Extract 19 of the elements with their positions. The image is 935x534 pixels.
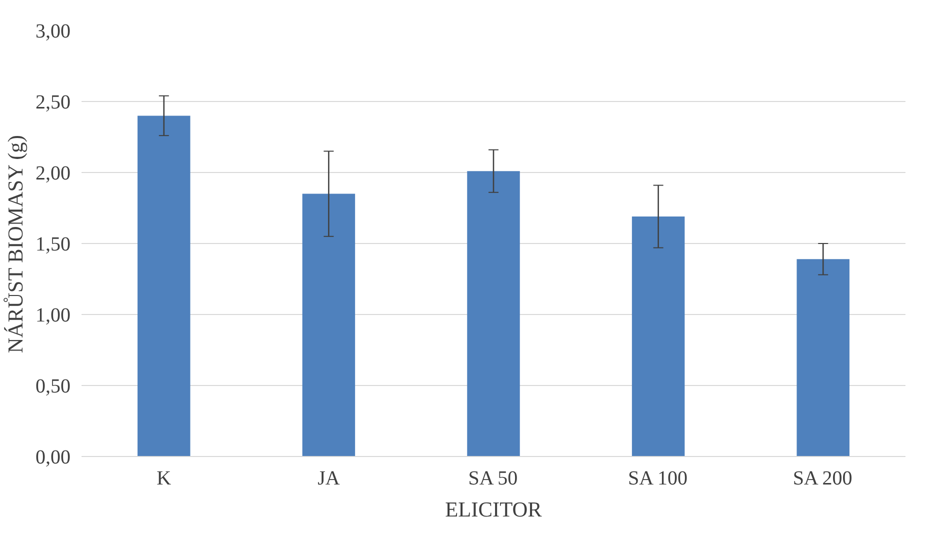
y-tick-label: 1,50	[36, 234, 70, 256]
x-axis-title: ELICITOR	[445, 498, 543, 522]
x-tick-label: JA	[318, 468, 340, 490]
x-tick-label: SA 100	[628, 468, 688, 490]
y-tick-label: 1,00	[36, 304, 70, 326]
bar	[632, 216, 685, 456]
x-tick-label: K	[156, 468, 172, 490]
bar	[467, 171, 520, 456]
y-tick-label: 0,50	[36, 376, 70, 398]
y-axis-title: NÁRŮST BIOMASY (g)	[4, 135, 28, 354]
bar	[302, 194, 356, 456]
y-tick-label: 3,00	[36, 20, 70, 42]
bar	[138, 116, 190, 456]
y-tick-label: 0,00	[36, 446, 70, 468]
bar	[796, 259, 850, 456]
y-tick-label: 2,50	[36, 92, 70, 114]
x-tick-label: SA 200	[792, 468, 852, 490]
x-tick-label: SA 50	[468, 468, 518, 490]
y-tick-label: 2,00	[36, 162, 70, 184]
